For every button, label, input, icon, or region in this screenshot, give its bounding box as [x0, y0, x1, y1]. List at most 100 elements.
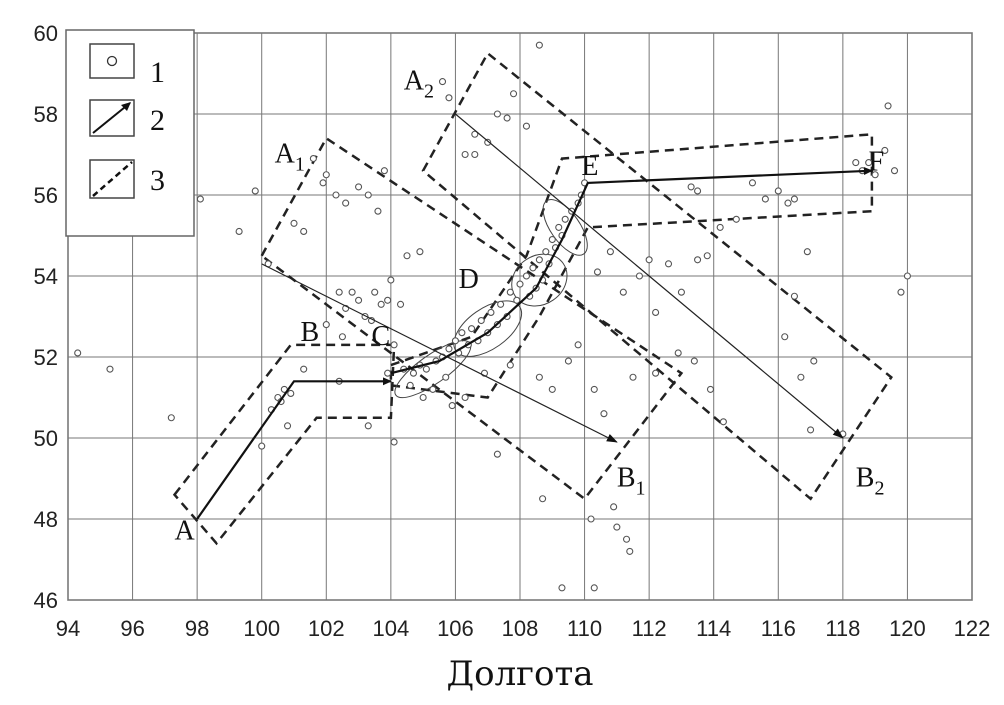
data-point [619, 288, 627, 296]
label-letter: B [856, 463, 875, 494]
data-point [374, 207, 382, 215]
data-point [555, 223, 563, 231]
data-point [442, 373, 450, 381]
data-point [371, 288, 379, 296]
data-point [645, 256, 653, 264]
data-point [487, 308, 495, 317]
data-point [396, 300, 405, 308]
data-point [613, 523, 621, 531]
data-point [406, 381, 414, 389]
data-point [694, 187, 702, 195]
data-point [748, 179, 757, 187]
point-label-e: E [581, 151, 598, 182]
data-point [622, 535, 631, 543]
x-tick-label: 122 [954, 616, 991, 641]
data-point [445, 94, 453, 102]
y-tick-label: 58 [34, 102, 58, 127]
data-point [593, 268, 602, 276]
path-arrow [196, 377, 392, 520]
data-point [322, 321, 330, 329]
profile-arrow [261, 263, 618, 443]
data-point [461, 393, 469, 402]
data-point [535, 373, 543, 381]
data-point [503, 114, 511, 122]
arrows [196, 113, 873, 520]
data-point [484, 138, 492, 146]
data-point [719, 418, 727, 426]
data-point [810, 357, 818, 365]
point-label-b: B [300, 317, 319, 348]
data-point [300, 365, 308, 373]
point-label-b2: B2 [856, 463, 885, 500]
data-point [716, 223, 724, 231]
label-subscript: 1 [636, 478, 646, 500]
data-point [558, 584, 566, 592]
data-point [390, 341, 398, 349]
data-point [468, 325, 476, 333]
data-point [419, 393, 427, 402]
data-point [384, 369, 392, 377]
x-tick-label: 120 [889, 616, 926, 641]
data-point [807, 426, 815, 434]
data-point [797, 373, 805, 381]
data-point [674, 349, 682, 357]
y-tick-label: 60 [34, 21, 58, 46]
data-point [606, 248, 614, 256]
data-point [403, 252, 411, 260]
data-point [664, 260, 673, 268]
legend: 1 2 3 [65, 29, 195, 237]
data-point [422, 365, 430, 373]
data-point [535, 256, 543, 264]
data-point [690, 357, 698, 365]
x-tick-label: 114 [696, 616, 731, 641]
x-tick-label: 112 [632, 616, 667, 641]
data-point [448, 402, 456, 410]
data-point [590, 385, 598, 393]
data-point [522, 122, 531, 130]
point-label-f: F [869, 147, 885, 178]
y-tick-label: 52 [34, 345, 58, 370]
x-tick-label: 118 [825, 616, 860, 641]
dashed-region [421, 51, 893, 501]
data-point [497, 300, 505, 308]
legend-swatch-1 [89, 43, 135, 79]
x-tick-label: 108 [502, 616, 539, 641]
y-tick-label: 56 [34, 183, 58, 208]
legend-label-1: 1 [150, 56, 165, 89]
cluster-ellipse [511, 253, 568, 307]
x-tick-label: 100 [243, 616, 280, 641]
data-point [429, 385, 437, 393]
data-point [626, 547, 634, 555]
data-point [377, 300, 385, 308]
label-subscript: 2 [874, 478, 884, 500]
legend-circle-icon [106, 55, 118, 67]
data-point [319, 179, 327, 187]
data-point [338, 333, 346, 341]
x-tick-label: 104 [372, 616, 409, 641]
data-point [732, 215, 740, 223]
data-point [790, 292, 798, 300]
data-point [167, 414, 175, 422]
data-point [458, 329, 466, 337]
data-point [309, 155, 317, 163]
legend-label-2: 2 [150, 104, 165, 137]
data-point [539, 495, 547, 503]
dashed-regions [172, 51, 893, 546]
point-label-b1: B1 [617, 463, 646, 500]
data-point [506, 361, 514, 369]
cluster-ellipse [542, 199, 588, 256]
data-point [287, 389, 295, 398]
data-point [564, 357, 572, 365]
data-point [477, 316, 485, 325]
data-point [471, 130, 479, 138]
data-point [884, 102, 892, 110]
point-label-d: D [459, 264, 479, 295]
data-point [703, 252, 711, 260]
data-point [516, 280, 524, 288]
y-tick-label: 48 [34, 507, 58, 532]
data-point [610, 503, 618, 511]
data-points [74, 41, 911, 592]
data-point [506, 288, 514, 296]
dashed-region [260, 136, 684, 501]
